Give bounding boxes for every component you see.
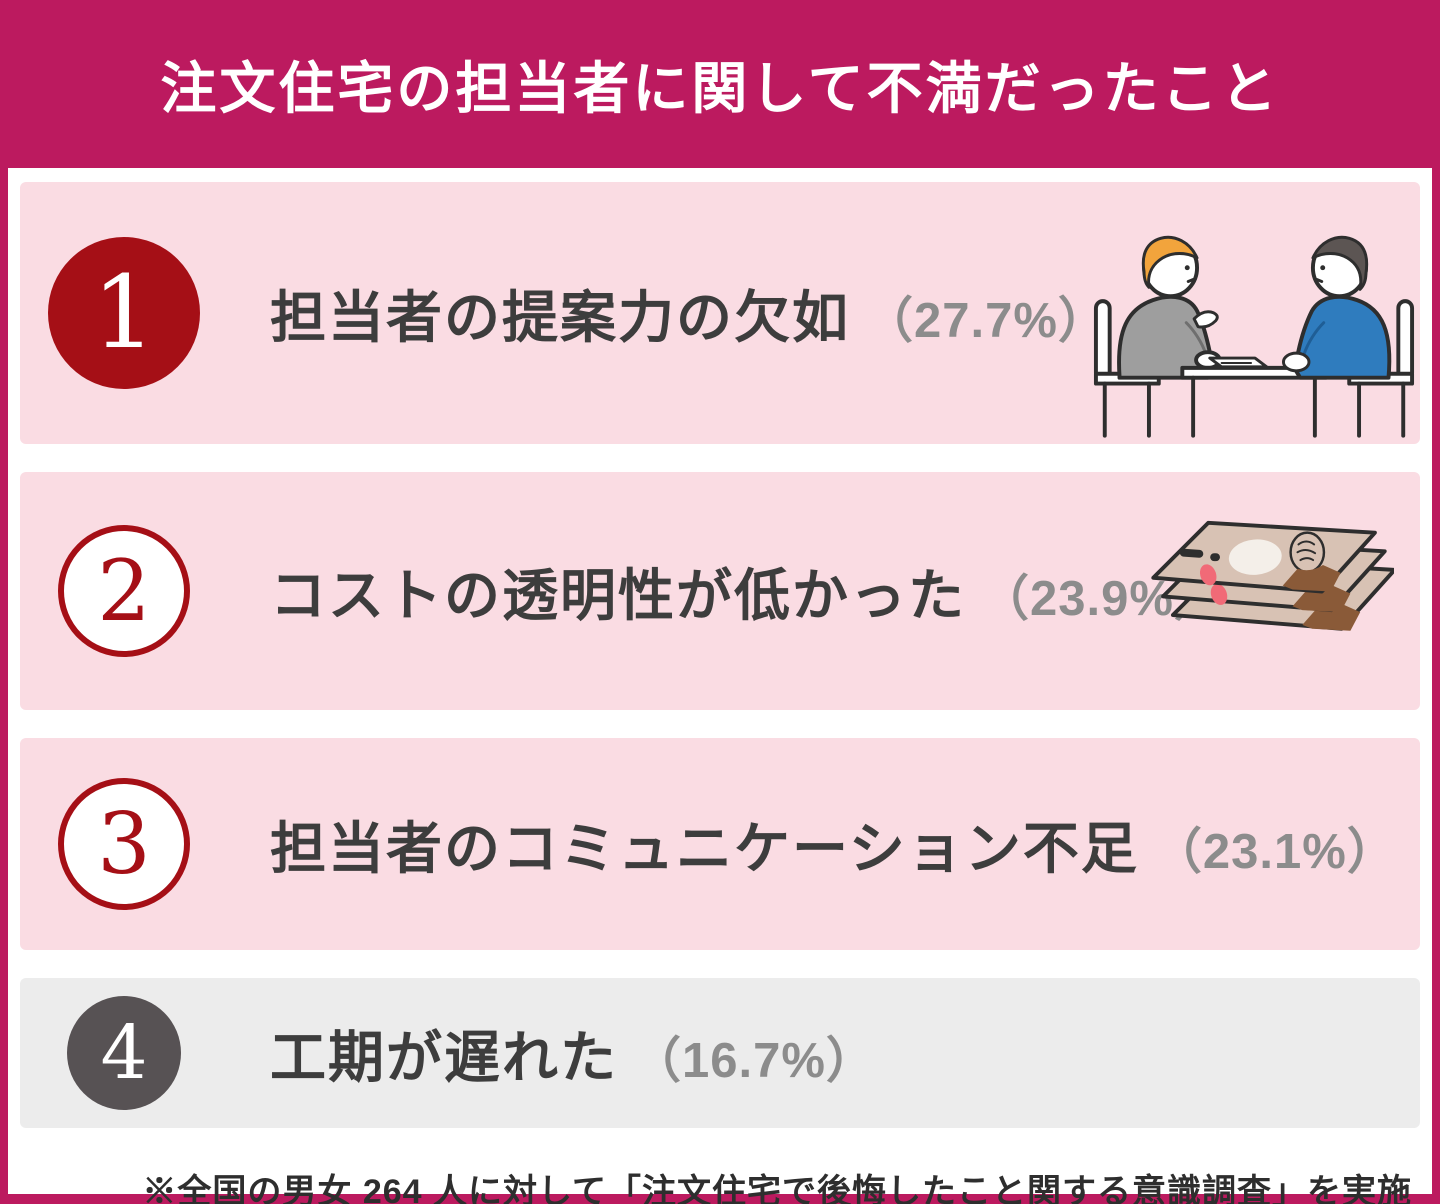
row-title: 工期が遅れた [270,1025,618,1089]
row-text: 担当者のコミュニケーション不足 （23.1%） [270,804,1397,885]
rank-badge-wrap: 2 [20,525,228,657]
row-percentage: （16.7%） [632,1033,876,1088]
ranking-row-4: 4 工期が遅れた （16.7%） [20,978,1420,1128]
row-text: コストの透明性が低かった （23.9%） [270,551,1224,632]
row-text: 工期が遅れた （16.7%） [270,1013,876,1094]
row-title: 担当者のコミュニケーション不足 [270,816,1139,880]
page-title: 注文住宅の担当者に関して不満だったこと [160,56,1280,120]
ranking-row-3: 3 担当者のコミュニケーション不足 （23.1%） [20,738,1420,950]
row-text: 担当者の提案力の欠如 （27.7%） [270,273,1108,354]
row-title: 担当者の提案力の欠如 [270,285,850,349]
rank-badge-wrap: 3 [20,778,228,910]
meeting-icon [1093,235,1415,438]
footer-band: ※全国の男女 264 人に対して「注文住宅で後悔したこと関する意識調査」を実施 [20,1156,1420,1204]
ranking-row-2: 2 コストの透明性が低かった （23.9%） [20,472,1420,710]
rank-3-badge: 3 [58,778,190,910]
ranking-row-1: 1 担当者の提案力の欠如 （27.7%） [20,182,1420,444]
rank-1-badge: 1 [48,237,200,389]
row-percentage: （23.1%） [1152,824,1397,879]
content-area: 1 担当者の提案力の欠如 （27.7%） [8,168,1432,1204]
banknotes-icon [1151,520,1394,631]
row-title: コストの透明性が低かった [270,563,966,627]
rank-2-badge: 2 [58,525,190,657]
survey-note: ※全国の男女 264 人に対して「注文住宅で後悔したこと関する意識調査」を実施 [142,1172,1412,1204]
rank-4-badge: 4 [67,996,181,1110]
header-band: 注文住宅の担当者に関して不満だったこと [0,0,1440,168]
rank-badge-wrap: 4 [20,996,228,1110]
rank-badge-wrap: 1 [20,237,228,389]
row-percentage: （27.7%） [864,293,1108,348]
